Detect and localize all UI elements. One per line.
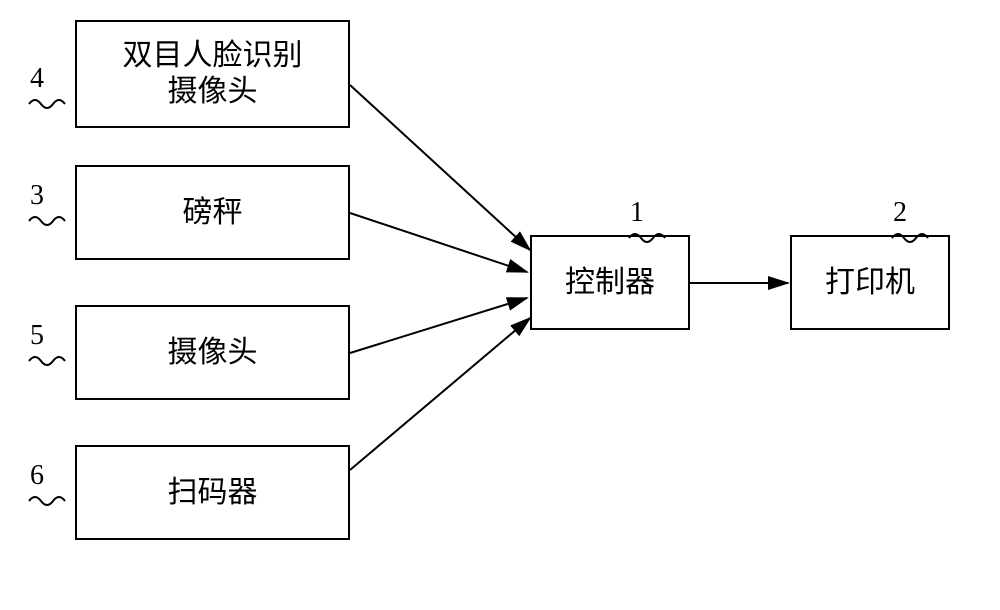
node-n6: 扫码器	[75, 445, 350, 540]
squiggle-icon	[27, 95, 67, 113]
node-label: 磅秤	[183, 195, 243, 231]
node-n2: 打印机	[790, 235, 950, 330]
squiggle-icon	[27, 492, 67, 510]
squiggle-icon	[890, 229, 930, 247]
edge-n5-n1	[350, 298, 527, 353]
node-label: 摄像头	[168, 335, 258, 371]
node-number-5: 5	[30, 320, 44, 352]
squiggle-icon	[27, 352, 67, 370]
edge-n3-n1	[350, 213, 527, 272]
edge-n4-n1	[350, 85, 530, 250]
squiggle-icon	[27, 212, 67, 230]
node-number-2: 2	[893, 197, 907, 229]
node-label: 控制器	[565, 265, 655, 301]
squiggle-icon	[627, 229, 667, 247]
node-number-6: 6	[30, 460, 44, 492]
node-n3: 磅秤	[75, 165, 350, 260]
node-number-3: 3	[30, 180, 44, 212]
node-n4: 双目人脸识别 摄像头	[75, 20, 350, 128]
edge-n6-n1	[350, 318, 530, 470]
node-n5: 摄像头	[75, 305, 350, 400]
node-number-1: 1	[630, 197, 644, 229]
node-label: 双目人脸识别 摄像头	[123, 38, 303, 110]
node-label: 打印机	[825, 265, 915, 301]
node-number-4: 4	[30, 63, 44, 95]
node-label: 扫码器	[168, 475, 258, 511]
node-n1: 控制器	[530, 235, 690, 330]
